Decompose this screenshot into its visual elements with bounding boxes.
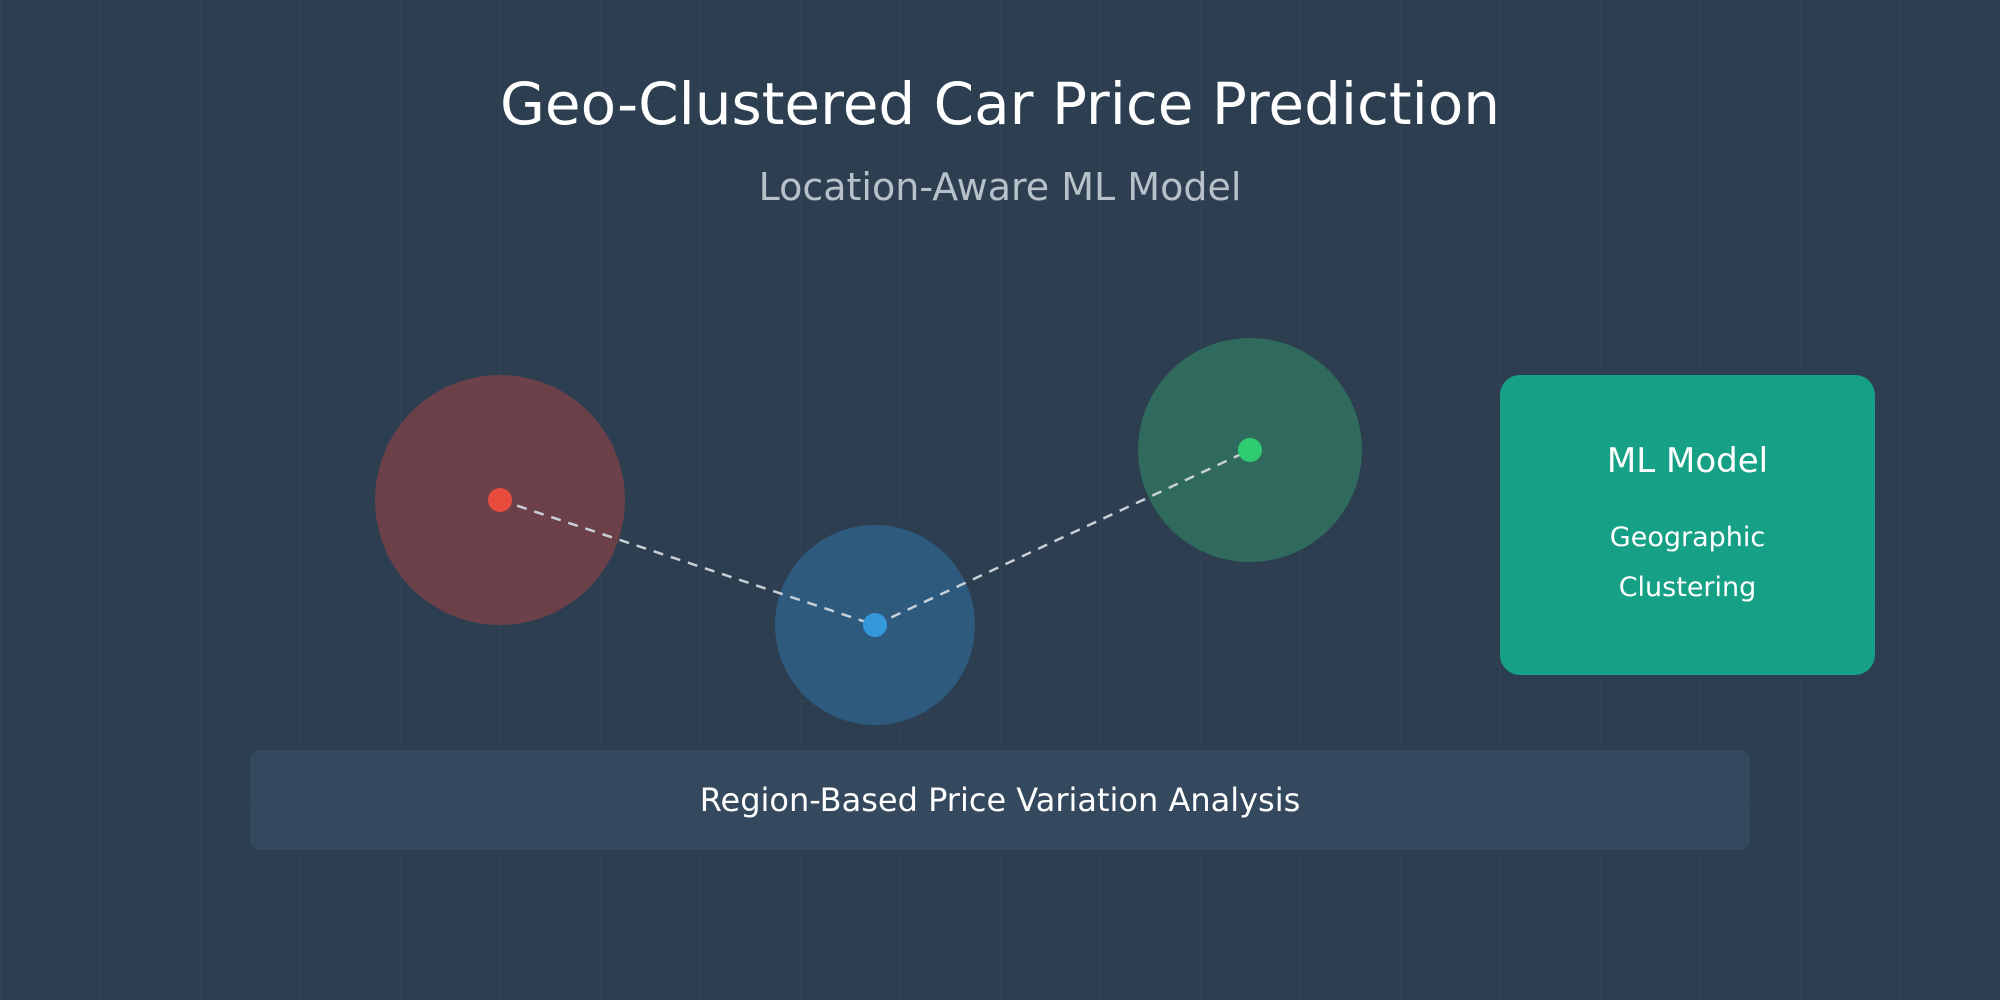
green-cluster-center [1238, 438, 1262, 462]
page-subtitle: Location-Aware ML Model [758, 165, 1242, 209]
ml-model-subtitle-line2: Clustering [1618, 572, 1757, 603]
page-title: Geo-Clustered Car Price Prediction [499, 70, 1501, 138]
analysis-bar: Region-Based Price Variation Analysis [250, 750, 1750, 850]
ml-model-subtitle: Geographic Clustering [1500, 513, 1875, 613]
red-cluster-center [488, 488, 512, 512]
ml-model-box: ML Model Geographic Clustering [1500, 375, 1875, 675]
connector-blue-green [874, 448, 1251, 627]
blue-cluster-center [863, 613, 887, 637]
ml-model-title: ML Model [1606, 441, 1769, 481]
ml-model-subtitle-line1: Geographic [1609, 522, 1766, 553]
connector-red-blue [499, 498, 876, 627]
